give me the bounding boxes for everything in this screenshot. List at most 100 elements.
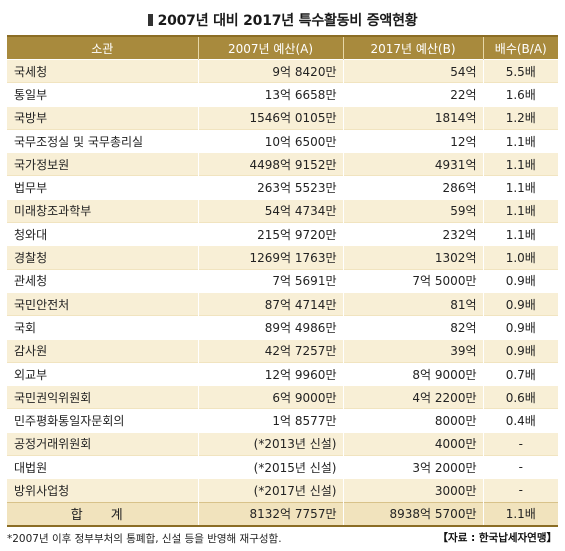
cell-agency: 외교부 [7, 361, 198, 386]
header-budget-2017: 2017년 예산(B) [342, 36, 483, 60]
table-row: 국무조정실 및 국무총리실 10억 6500만 12억 1.1배 [7, 128, 558, 153]
cell-budget-2017: 22억 [342, 82, 483, 107]
table-row: 경찰청 1269억 1763만 1302억 1.0배 [7, 245, 558, 270]
header-multiple: 배수(B/A) [482, 36, 558, 60]
table-row: 국가정보원 4498억 9152만 4931억 1.1배 [7, 152, 558, 176]
table-row: 공정거래위원회 (*2013년 신설) 4000만 - [7, 431, 558, 456]
cell-budget-2017: 7억 5000만 [342, 268, 483, 293]
cell-multiple: - [482, 478, 558, 503]
cell-budget-2007: 54억 4734만 [197, 198, 343, 223]
cell-budget-2007: 1546억 0105만 [197, 105, 343, 130]
cell-budget-2007: 7억 5691만 [197, 268, 343, 293]
table-row: 방위사업청 (*2017년 신설) 3000만 - [7, 478, 558, 503]
cell-budget-2007: 89억 4986만 [197, 315, 343, 340]
cell-multiple: 5.5배 [482, 58, 558, 83]
cell-budget-2007: 42억 7257만 [197, 338, 343, 363]
budget-table: 소관 2007년 예산(A) 2017년 예산(B) 배수(B/A) 국세청 9… [7, 35, 558, 527]
cell-multiple: 1.1배 [482, 198, 558, 223]
cell-budget-2007: (*2015년 신설) [197, 455, 343, 479]
cell-agency: 대법원 [7, 455, 198, 479]
cell-budget-2007: 4498억 9152만 [197, 152, 343, 176]
cell-multiple: 0.9배 [482, 291, 558, 316]
cell-agency: 관세청 [7, 268, 198, 293]
table-header-row: 소관 2007년 예산(A) 2017년 예산(B) 배수(B/A) [7, 36, 558, 60]
cell-agency: 국방부 [7, 105, 198, 130]
table-row: 미래창조과학부 54억 4734만 59억 1.1배 [7, 198, 558, 223]
table-row: 대법원 (*2015년 신설) 3억 2000만 - [7, 455, 558, 479]
cell-budget-2007: 10억 6500만 [197, 128, 343, 153]
cell-budget-2017: 286억 [342, 175, 483, 200]
cell-agency: 공정거래위원회 [7, 431, 198, 456]
table-row: 국회 89억 4986만 82억 0.9배 [7, 315, 558, 340]
cell-multiple: 1.1배 [482, 222, 558, 246]
cell-agency: 방위사업청 [7, 478, 198, 503]
cell-budget-2007: (*2017년 신설) [197, 478, 343, 503]
cell-multiple: 1.2배 [482, 105, 558, 130]
cell-agency: 미래창조과학부 [7, 198, 198, 223]
cell-budget-2017: 4000만 [342, 431, 483, 456]
cell-multiple: 0.6배 [482, 385, 558, 409]
cell-agency: 민주평화통일자문회의 [7, 408, 198, 433]
cell-multiple: 0.7배 [482, 361, 558, 386]
cell-multiple: 1.6배 [482, 82, 558, 107]
cell-multiple: 1.0배 [482, 245, 558, 270]
cell-budget-2007: 263억 5523만 [197, 175, 343, 200]
cell-multiple: 0.4배 [482, 408, 558, 433]
cell-budget-2007: 6억 9000만 [197, 385, 343, 409]
cell-agency: 감사원 [7, 338, 198, 363]
cell-multiple: 1.1배 [482, 175, 558, 200]
cell-budget-2007: 12억 9960만 [197, 361, 343, 386]
table-row: 국세청 9억 8420만 54억 5.5배 [7, 58, 558, 83]
cell-agency: 국회 [7, 315, 198, 340]
cell-budget-2017: 1814억 [342, 105, 483, 130]
table-row: 감사원 42억 7257만 39억 0.9배 [7, 338, 558, 363]
table-row: 민주평화통일자문회의 1억 8577만 8000만 0.4배 [7, 408, 558, 433]
cell-agency: 국가정보원 [7, 152, 198, 176]
cell-agency: 통일부 [7, 82, 198, 107]
cell-budget-2017: 232억 [342, 222, 483, 246]
cell-budget-2007: 13억 6658만 [197, 82, 343, 107]
cell-budget-2017: 4억 2200만 [342, 385, 483, 409]
cell-budget-2017: 12억 [342, 128, 483, 153]
cell-budget-2007: 1269억 1763만 [197, 245, 343, 270]
cell-multiple: - [482, 455, 558, 479]
table-row: 청와대 215억 9720만 232억 1.1배 [7, 222, 558, 246]
table-row: 외교부 12억 9960만 8억 9000만 0.7배 [7, 361, 558, 386]
cell-budget-2017: 4931억 [342, 152, 483, 176]
title-bullet-icon [147, 14, 153, 26]
table-row: 관세청 7억 5691만 7억 5000만 0.9배 [7, 268, 558, 293]
header-budget-2007: 2007년 예산(A) [197, 36, 343, 60]
cell-agency: 국세청 [7, 58, 198, 83]
cell-budget-2017: 54억 [342, 58, 483, 83]
total-multiple: 1.1배 [482, 501, 558, 526]
footnote: *2007년 이후 정부부처의 통폐합, 신설 등을 반영해 재구성함. [7, 533, 282, 545]
total-label: 합 계 [7, 501, 198, 526]
cell-budget-2017: 39억 [342, 338, 483, 363]
cell-budget-2017: 8000만 [342, 408, 483, 433]
total-budget-2007: 8132억 7757만 [197, 501, 343, 526]
cell-budget-2017: 81억 [342, 291, 483, 316]
title-text: 2007년 대비 2017년 특수활동비 증액현황 [157, 13, 418, 29]
cell-budget-2017: 8억 9000만 [342, 361, 483, 386]
cell-agency: 국민안전처 [7, 291, 198, 316]
cell-budget-2017: 1302억 [342, 245, 483, 270]
table-total-row: 합 계 8132억 7757만 8938억 5700만 1.1배 [7, 501, 558, 526]
cell-budget-2007: 1억 8577만 [197, 408, 343, 433]
cell-budget-2017: 82억 [342, 315, 483, 340]
cell-multiple: 1.1배 [482, 152, 558, 176]
cell-multiple: 1.1배 [482, 128, 558, 153]
table-row: 법무부 263억 5523만 286억 1.1배 [7, 175, 558, 200]
cell-budget-2017: 3억 2000만 [342, 455, 483, 479]
source-credit: 【자료 : 한국납세자연맹】 [437, 532, 557, 544]
cell-agency: 국민권익위원회 [7, 385, 198, 409]
cell-agency: 경찰청 [7, 245, 198, 270]
page-title: 2007년 대비 2017년 특수활동비 증액현황 [0, 10, 565, 30]
cell-multiple: - [482, 431, 558, 456]
table-row: 국방부 1546억 0105만 1814억 1.2배 [7, 105, 558, 130]
cell-budget-2017: 3000만 [342, 478, 483, 503]
cell-multiple: 0.9배 [482, 268, 558, 293]
cell-budget-2007: 87억 4714만 [197, 291, 343, 316]
cell-budget-2007: 215억 9720만 [197, 222, 343, 246]
cell-multiple: 0.9배 [482, 315, 558, 340]
cell-multiple: 0.9배 [482, 338, 558, 363]
